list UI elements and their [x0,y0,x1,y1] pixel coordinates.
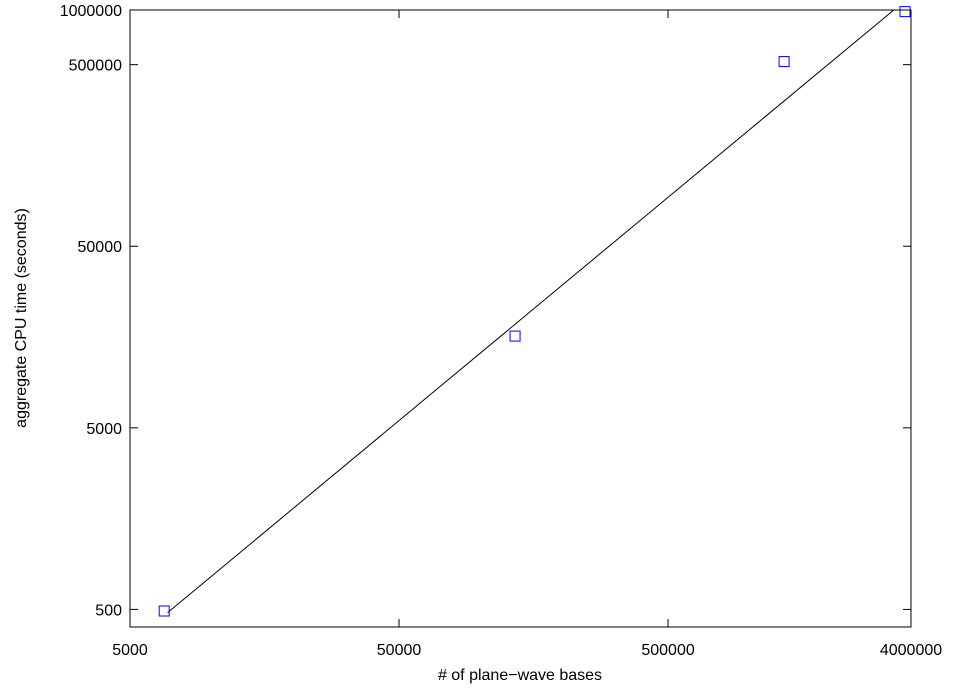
y-axis-label: aggregate CPU time (seconds) [13,208,30,428]
y-tick-label: 5000 [86,421,122,438]
fit-line [167,9,895,614]
data-point-square-marker [778,56,790,68]
data-point-square-marker [509,330,521,342]
x-axis-label: # of plane−wave bases [438,667,602,684]
plot-background [130,10,911,627]
y-tick-label: 500 [95,602,122,619]
y-tick-label: 50000 [78,239,123,256]
x-tick-label: 500000 [641,642,694,659]
x-tick-label: 4000000 [880,642,942,659]
x-tick-label: 50000 [377,642,422,659]
x-tick-label: 5000 [112,642,148,659]
fit-line-layer [167,9,895,614]
data-point-square-marker [899,6,911,18]
x-tick-labels: 5000 50000 500000 4000000 [112,642,942,659]
y-tick-label: 500000 [69,58,122,75]
plot-frame [129,9,912,628]
y-tick-label: 1000000 [60,3,122,20]
y-tick-labels: 500 5000 50000 500000 1000000 [60,3,122,619]
data-points [158,6,911,617]
data-point-square-marker [158,605,170,617]
